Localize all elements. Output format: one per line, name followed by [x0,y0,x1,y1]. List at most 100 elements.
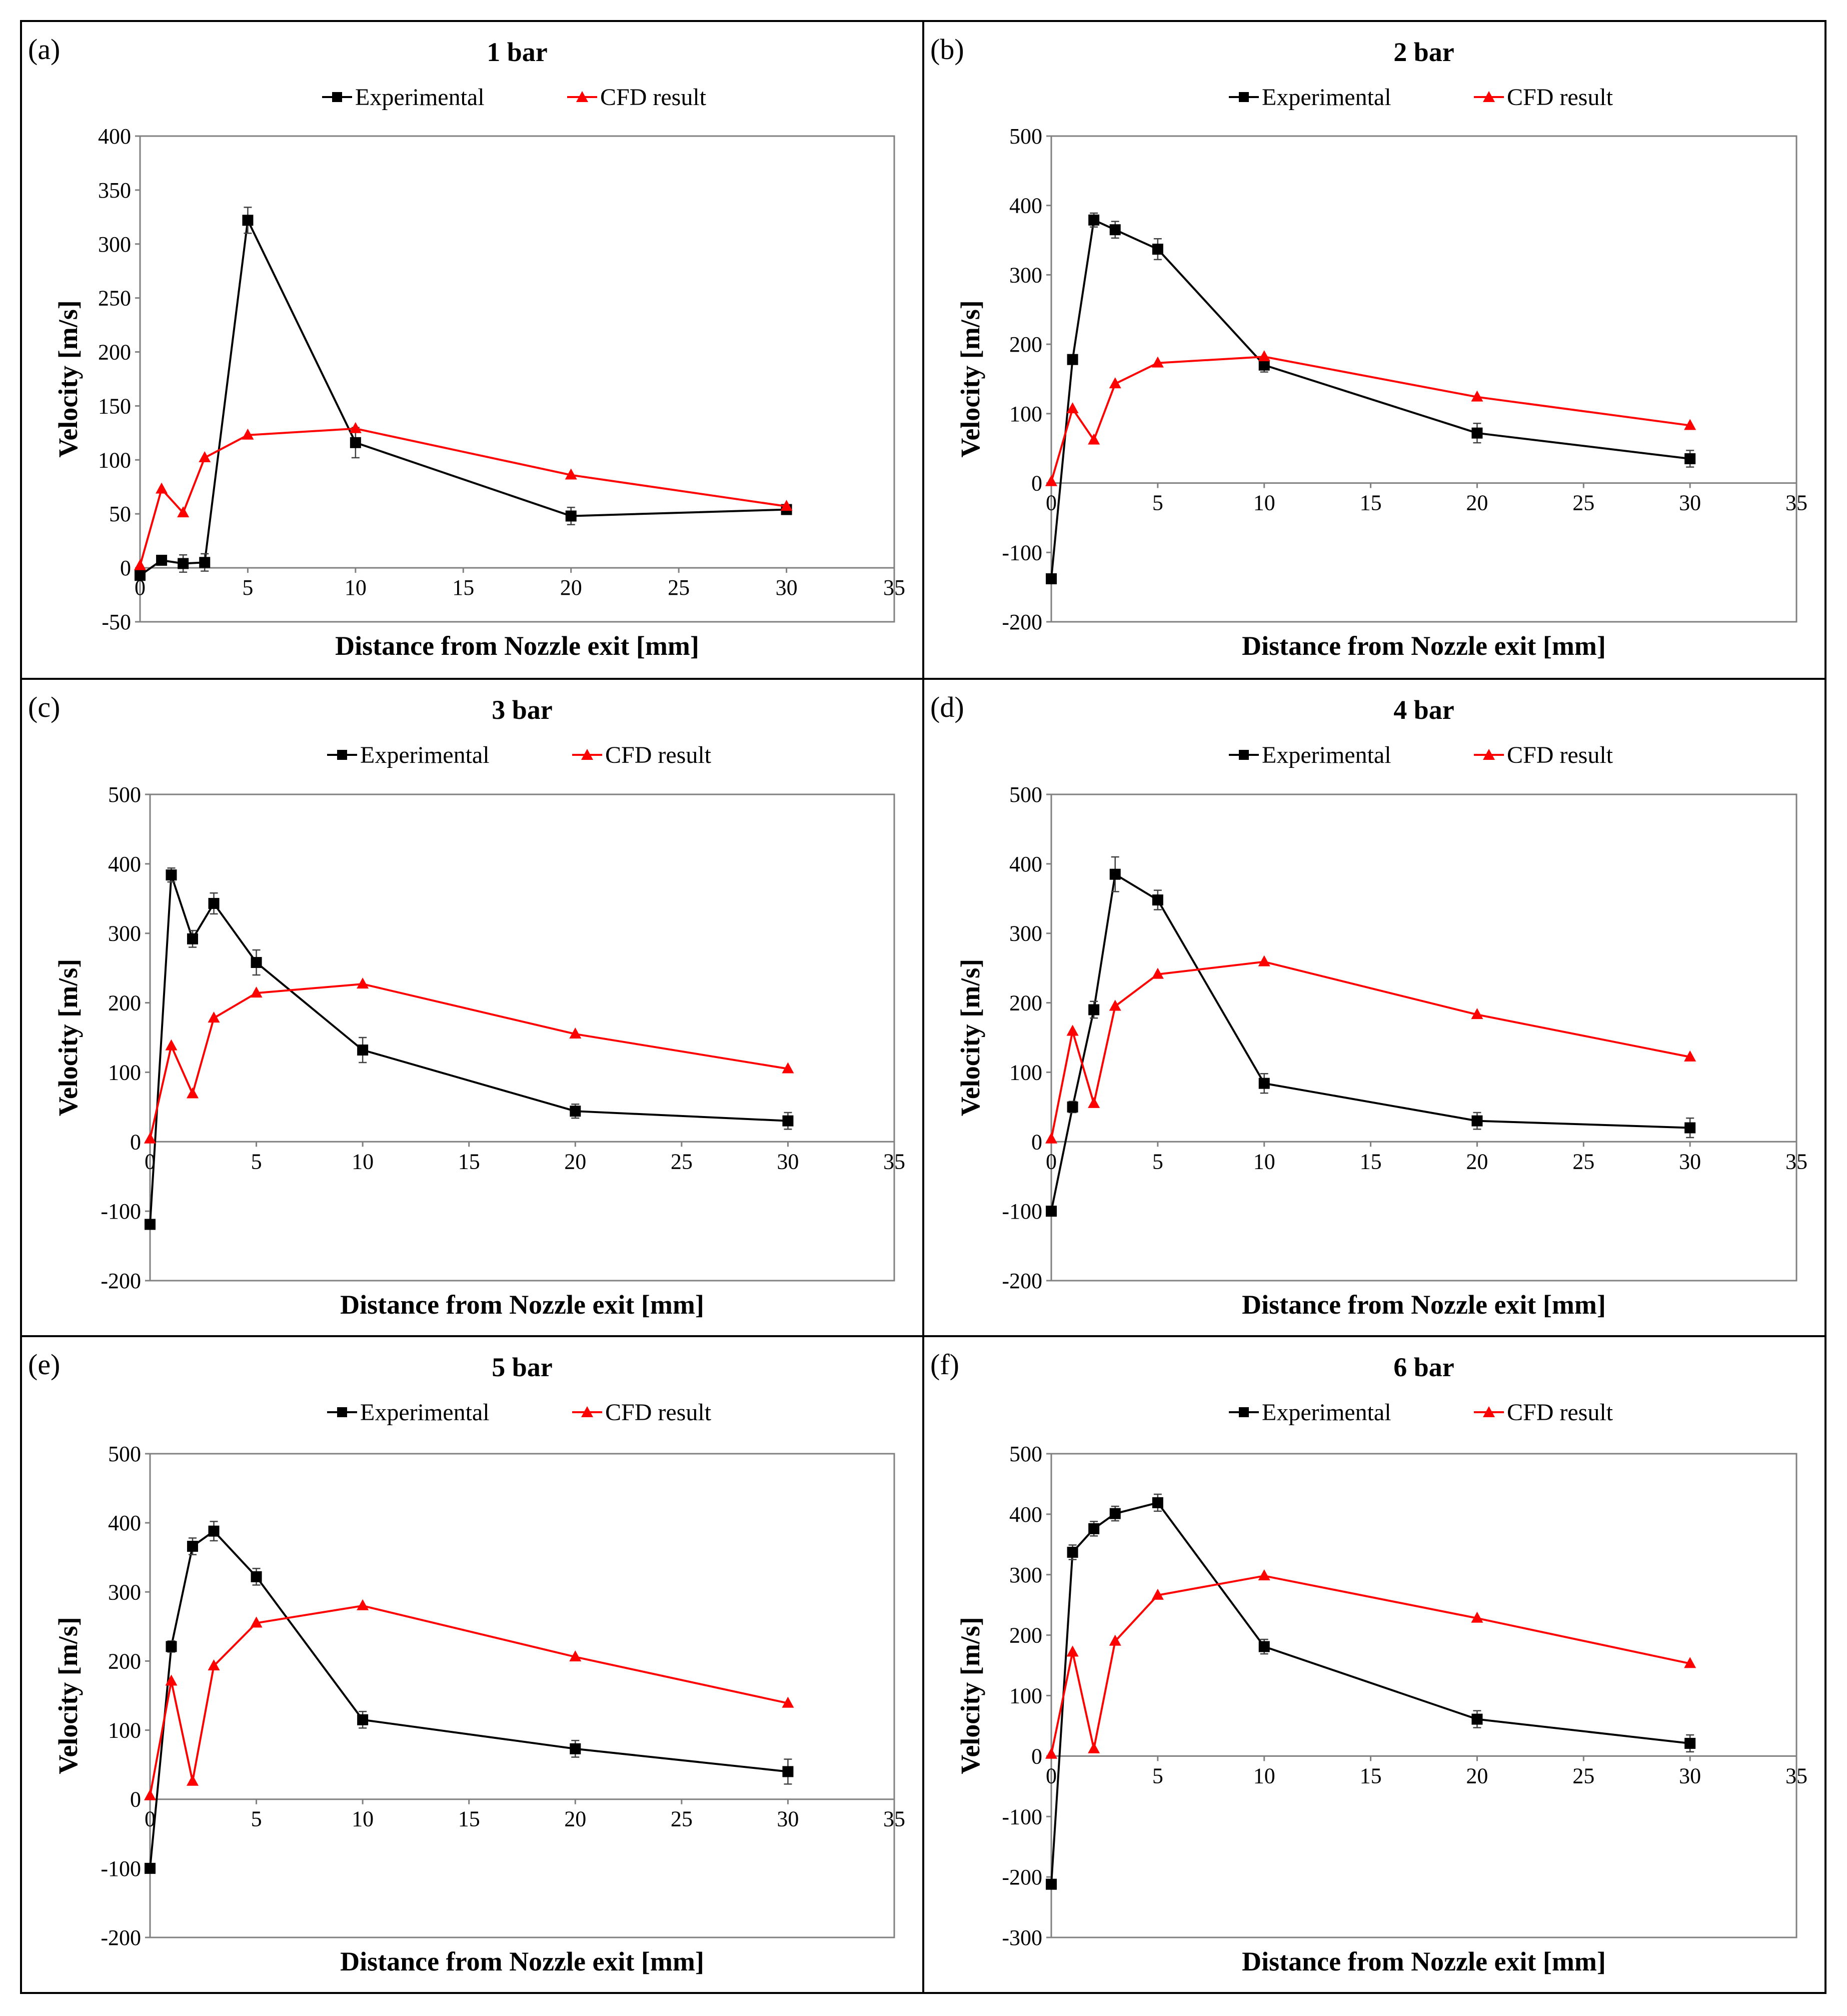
x-tick-label: 35 [883,1807,905,1831]
panel-title: 1 bar [487,37,548,67]
data-point-cfd [1258,955,1270,966]
y-tick-label: 500 [1009,1442,1042,1466]
y-tick-label: 50 [109,502,131,526]
legend: Experimental CFD result [327,742,712,768]
data-point-cfd [569,1028,582,1039]
y-tick-label: 400 [98,124,131,149]
y-tick-label: 200 [1009,1623,1042,1648]
plot-area [1050,793,1797,1282]
data-point-cfd [1471,1008,1483,1020]
data-point-cfd [1045,475,1057,486]
legend-label-cfd: CFD result [1507,742,1613,768]
y-tick-label: -200 [101,1269,141,1293]
x-axis-title: Distance from Nozzle exit [mm] [1242,631,1606,661]
legend-marker-experimental [1239,92,1249,102]
y-tick-label: 100 [98,448,131,472]
data-point-cfd [1088,1097,1100,1108]
legend-marker-cfd [1483,749,1495,760]
x-tick-label: 0 [1046,491,1057,515]
data-point-cfd [1258,350,1270,362]
data-point-experimental [1109,1508,1121,1519]
series-experimental [135,207,792,581]
panel-label: (b) [930,33,964,66]
data-point-cfd [242,428,254,440]
data-point-experimental [187,933,199,944]
data-point-experimental [208,898,220,909]
data-point-experimental [145,1862,156,1874]
x-tick-label: 30 [1679,1149,1701,1174]
y-axis-title: Velocity [m/s] [955,1617,985,1774]
x-tick-label: 20 [564,1807,586,1831]
series-line-experimental [149,1530,788,1869]
y-tick-label: 400 [1009,194,1042,218]
data-point-experimental [187,1541,199,1552]
data-point-cfd [1109,377,1121,389]
data-point-experimental [1046,1878,1057,1890]
y-tick-label: -100 [101,1856,141,1881]
x-tick-label: 10 [1253,1149,1275,1174]
data-point-cfd [187,1774,199,1786]
legend-marker-experimental [337,750,347,760]
data-point-cfd [144,1132,156,1144]
x-axis-title: Distance from Nozzle exit [mm] [340,1290,704,1320]
data-point-experimental [166,869,177,881]
plot-area [1050,1453,1797,1938]
x-tick-label: 5 [242,575,253,600]
data-point-cfd [1684,419,1696,430]
x-tick-label: 10 [1253,1763,1275,1788]
data-point-experimental [199,557,211,568]
legend-label-cfd: CFD result [600,84,707,111]
y-tick-label: 100 [1009,1684,1042,1708]
y-tick-label: 200 [98,340,131,365]
x-tick-label: 35 [883,1149,905,1174]
y-tick-label: 200 [1009,991,1042,1016]
x-tick-label: 20 [1466,1149,1488,1174]
data-point-experimental [1471,427,1483,439]
x-tick-label: 0 [135,575,146,600]
data-point-experimental [570,1106,581,1117]
y-tick-label: 200 [108,1649,141,1673]
data-point-cfd [134,559,146,570]
plot-area [139,135,895,623]
series-line-cfd [149,983,788,1140]
y-tick-label: -200 [1002,610,1042,634]
plot-area [1050,135,1797,623]
x-tick-label: 20 [560,575,582,600]
data-point-experimental [1152,1497,1163,1508]
x-tick-label: 25 [671,1807,693,1831]
data-point-cfd [1109,999,1121,1011]
legend-label-experimental: Experimental [1262,742,1391,768]
legend-marker-experimental [332,92,342,102]
y-tick-label: 350 [98,178,131,203]
y-tick-label: 300 [1009,921,1042,946]
x-tick-label: 0 [1046,1149,1057,1174]
x-tick-label: 5 [1152,1149,1163,1174]
legend-marker-cfd [576,91,588,102]
data-point-cfd [1109,1634,1121,1646]
panel-title: 6 bar [1393,1352,1454,1382]
x-tick-label: 15 [452,575,474,600]
data-point-cfd [1151,967,1164,979]
panel-label: (c) [28,691,60,723]
data-point-cfd [1151,1588,1164,1600]
data-point-cfd [208,1659,220,1671]
data-point-cfd [782,1696,794,1708]
data-point-experimental [357,1044,369,1056]
series-line-cfd [1050,1575,1690,1755]
series-line-experimental [1050,219,1690,579]
y-tick-label: 0 [1031,471,1042,496]
x-axis-title: Distance from Nozzle exit [mm] [1242,1290,1606,1320]
data-point-cfd [1684,1050,1696,1062]
series-line-experimental [149,874,788,1225]
legend: Experimental CFD result [1229,84,1613,111]
panel-title: 3 bar [492,695,553,725]
legend-marker-cfd [1483,91,1495,102]
legend-label-cfd: CFD result [1507,84,1613,111]
legend-label-cfd: CFD result [1507,1399,1613,1426]
x-tick-label: 5 [1152,491,1163,515]
y-tick-label: 300 [108,1580,141,1604]
